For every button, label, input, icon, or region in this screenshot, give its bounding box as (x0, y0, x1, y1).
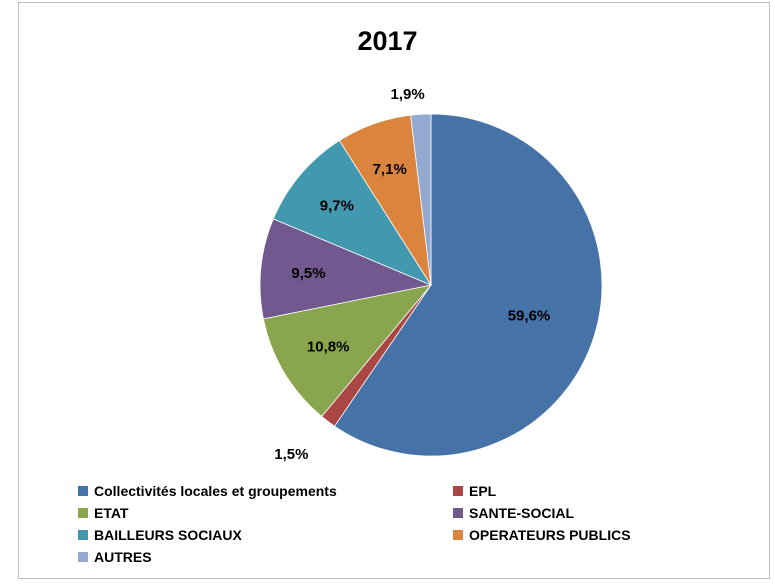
legend-swatch (78, 530, 88, 540)
legend-label: AUTRES (94, 549, 152, 565)
legend-label: EPL (469, 483, 497, 499)
pie-slices (259, 113, 603, 457)
slice-data-label: 10,8% (307, 338, 350, 355)
slice-data-label: 1,9% (390, 86, 424, 103)
legend-item: BAILLEURS SOCIAUX (78, 526, 453, 544)
legend-label: OPERATEURS PUBLICS (469, 527, 631, 543)
legend-item: EPL (453, 482, 678, 500)
chart-legend: Collectivités locales et groupements EPL E… (78, 482, 678, 566)
slice-data-label: 7,1% (373, 161, 407, 178)
legend-item: Collectivités locales et groupements (78, 482, 453, 500)
pie-slice (259, 218, 433, 320)
legend-label: SANTE-SOCIAL (469, 505, 574, 521)
legend-item: ETAT (78, 504, 453, 522)
legend-swatch (78, 508, 88, 518)
slice-data-label: 1,5% (274, 446, 308, 463)
slice-data-label: 59,6% (508, 307, 551, 324)
pie-slice (410, 113, 432, 286)
pie-slice (272, 140, 433, 286)
legend-label: ETAT (94, 505, 129, 521)
pie-slice (333, 113, 603, 457)
legend-swatch (78, 486, 88, 496)
slice-data-label: 9,7% (320, 198, 354, 215)
chart-title: 2017 (357, 26, 418, 56)
legend-swatch (453, 508, 463, 518)
legend-item: SANTE-SOCIAL (453, 504, 678, 522)
legend-item: OPERATEURS PUBLICS (453, 526, 678, 544)
slice-data-label: 9,5% (291, 265, 325, 282)
pie-labels: 59,6% 1,5% 10,8% 9,5% 9,7% 7,1% 1,9% (274, 86, 550, 463)
legend-swatch (453, 486, 463, 496)
legend-label: Collectivités locales et groupements (94, 483, 337, 499)
legend-item: AUTRES (78, 548, 453, 566)
legend-swatch (453, 530, 463, 540)
legend-label: BAILLEURS SOCIAUX (94, 527, 242, 543)
legend-swatch (78, 552, 88, 562)
pie-slice (262, 284, 433, 418)
